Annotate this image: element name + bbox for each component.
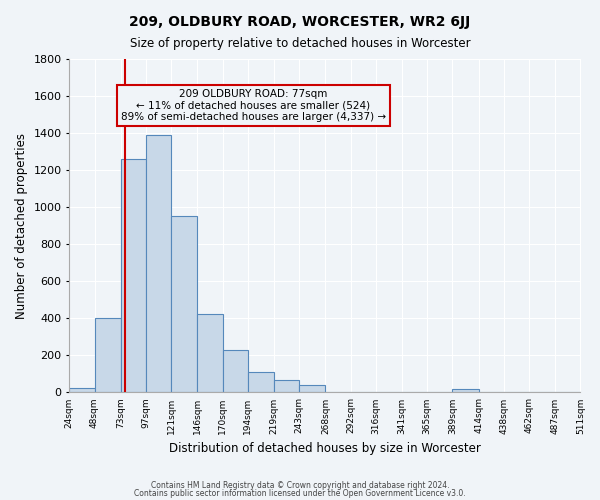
X-axis label: Distribution of detached houses by size in Worcester: Distribution of detached houses by size … — [169, 442, 481, 455]
Bar — [197, 314, 223, 392]
Bar — [274, 380, 299, 392]
Bar — [121, 159, 146, 392]
Text: 209 OLDBURY ROAD: 77sqm
← 11% of detached houses are smaller (524)
89% of semi-d: 209 OLDBURY ROAD: 77sqm ← 11% of detache… — [121, 89, 386, 122]
Text: Size of property relative to detached houses in Worcester: Size of property relative to detached ho… — [130, 38, 470, 51]
Text: Contains HM Land Registry data © Crown copyright and database right 2024.: Contains HM Land Registry data © Crown c… — [151, 481, 449, 490]
Bar — [171, 216, 197, 392]
Y-axis label: Number of detached properties: Number of detached properties — [15, 132, 28, 318]
Text: 209, OLDBURY ROAD, WORCESTER, WR2 6JJ: 209, OLDBURY ROAD, WORCESTER, WR2 6JJ — [130, 15, 470, 29]
Bar — [70, 388, 95, 392]
Bar — [95, 318, 121, 392]
Bar — [146, 135, 171, 392]
Text: Contains public sector information licensed under the Open Government Licence v3: Contains public sector information licen… — [134, 488, 466, 498]
Bar — [452, 388, 479, 392]
Bar — [299, 385, 325, 392]
Bar — [223, 350, 248, 393]
Bar — [248, 372, 274, 392]
